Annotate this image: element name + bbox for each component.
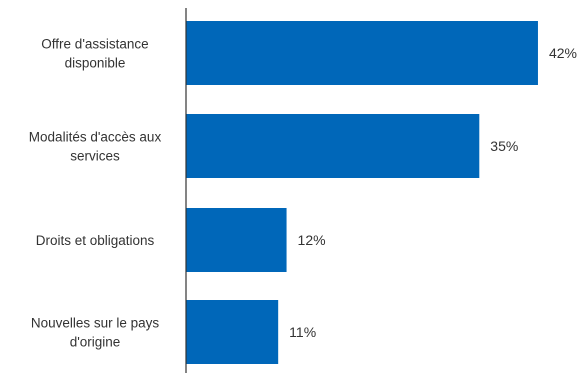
category-label-3-line-1: Droits et obligations	[36, 233, 155, 248]
category-label-1-line-2: disponible	[65, 56, 126, 71]
value-label-1: 42%	[549, 45, 577, 61]
bar-4	[186, 300, 279, 364]
bar-1	[186, 21, 538, 85]
bars-group	[186, 21, 538, 364]
category-label-2-line-1: Modalités d'accès aux	[29, 130, 162, 145]
category-label-4-line-1: Nouvelles sur le pays	[31, 316, 160, 331]
category-label-3: Droits et obligations	[36, 233, 155, 248]
category-label-1: Offre d'assistance disponible	[41, 37, 148, 71]
category-label-1-line-1: Offre d'assistance	[41, 37, 148, 52]
category-label-4: Nouvelles sur le pays d'origine	[31, 316, 160, 350]
bar-3	[186, 208, 287, 272]
value-label-2: 35%	[490, 138, 518, 154]
value-label-4: 11%	[289, 324, 316, 340]
category-label-2: Modalités d'accès aux services	[29, 130, 162, 164]
bar-2	[186, 114, 480, 178]
value-labels-group: 42% 35% 12% 11%	[289, 45, 577, 340]
value-label-3: 12%	[298, 232, 326, 248]
category-label-4-line-2: d'origine	[70, 335, 121, 350]
category-label-2-line-2: services	[70, 149, 120, 164]
category-labels-group: Offre d'assistance disponible Modalités d'…	[29, 37, 162, 350]
